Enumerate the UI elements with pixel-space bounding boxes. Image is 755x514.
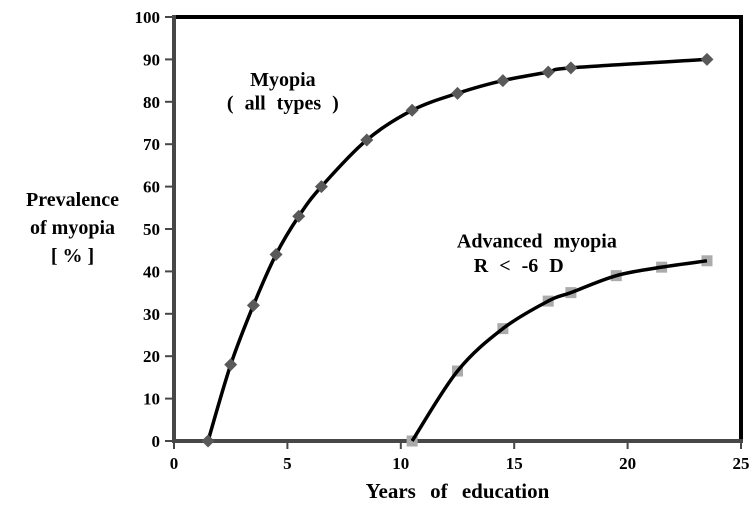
series-0-marker-diamond	[292, 209, 306, 223]
series-0-marker-diamond	[224, 358, 238, 372]
series-0-marker-diamond	[541, 65, 555, 79]
y-tick-label: 100	[135, 8, 161, 27]
series-annotation: ( all types )	[227, 92, 339, 114]
x-tick-label: 25	[733, 454, 750, 473]
y-tick-label: 90	[143, 50, 160, 69]
series-0-marker-diamond	[700, 52, 714, 66]
y-axis-title: Prevalence of myopia [ % ]	[0, 186, 145, 270]
y-tick-label: 20	[143, 347, 160, 366]
x-axis-title: Years of education	[365, 479, 550, 503]
series-annotation: Myopia	[250, 69, 316, 91]
y-axis-title-line3: [ % ]	[50, 245, 95, 267]
series-0-marker-diamond	[496, 74, 510, 88]
series-0-marker-diamond	[451, 86, 464, 100]
y-tick-label: 0	[152, 432, 161, 451]
y-tick-label: 60	[143, 178, 160, 197]
x-tick-label: 20	[619, 454, 636, 473]
series-1-line	[410, 259, 708, 442]
series-0-marker-diamond	[405, 103, 419, 117]
y-tick-label: 40	[143, 262, 160, 281]
series-annotation: R < -6 D	[474, 255, 564, 277]
series-0-marker-diamond	[246, 298, 260, 312]
y-tick-label: 70	[143, 135, 160, 154]
y-axis-title-line1: Prevalence	[26, 189, 119, 211]
x-tick-label: 15	[506, 454, 523, 473]
y-tick-label: 10	[143, 390, 160, 409]
y-axis-title-line2: of myopia	[30, 217, 115, 239]
y-tick-label: 30	[143, 305, 160, 324]
series-0-marker-diamond	[269, 247, 283, 261]
x-tick-label: 10	[392, 454, 409, 473]
series-0-marker-diamond	[201, 434, 215, 448]
x-tick-label: 0	[170, 454, 179, 473]
x-tick-label: 5	[283, 454, 292, 473]
series-0-marker-diamond	[360, 133, 374, 147]
series-0-marker-diamond	[314, 180, 328, 194]
y-tick-label: 50	[143, 220, 160, 239]
y-tick-label: 80	[143, 93, 160, 112]
series-0-marker-diamond	[564, 61, 578, 75]
series-annotation: Advanced myopia	[457, 231, 617, 253]
